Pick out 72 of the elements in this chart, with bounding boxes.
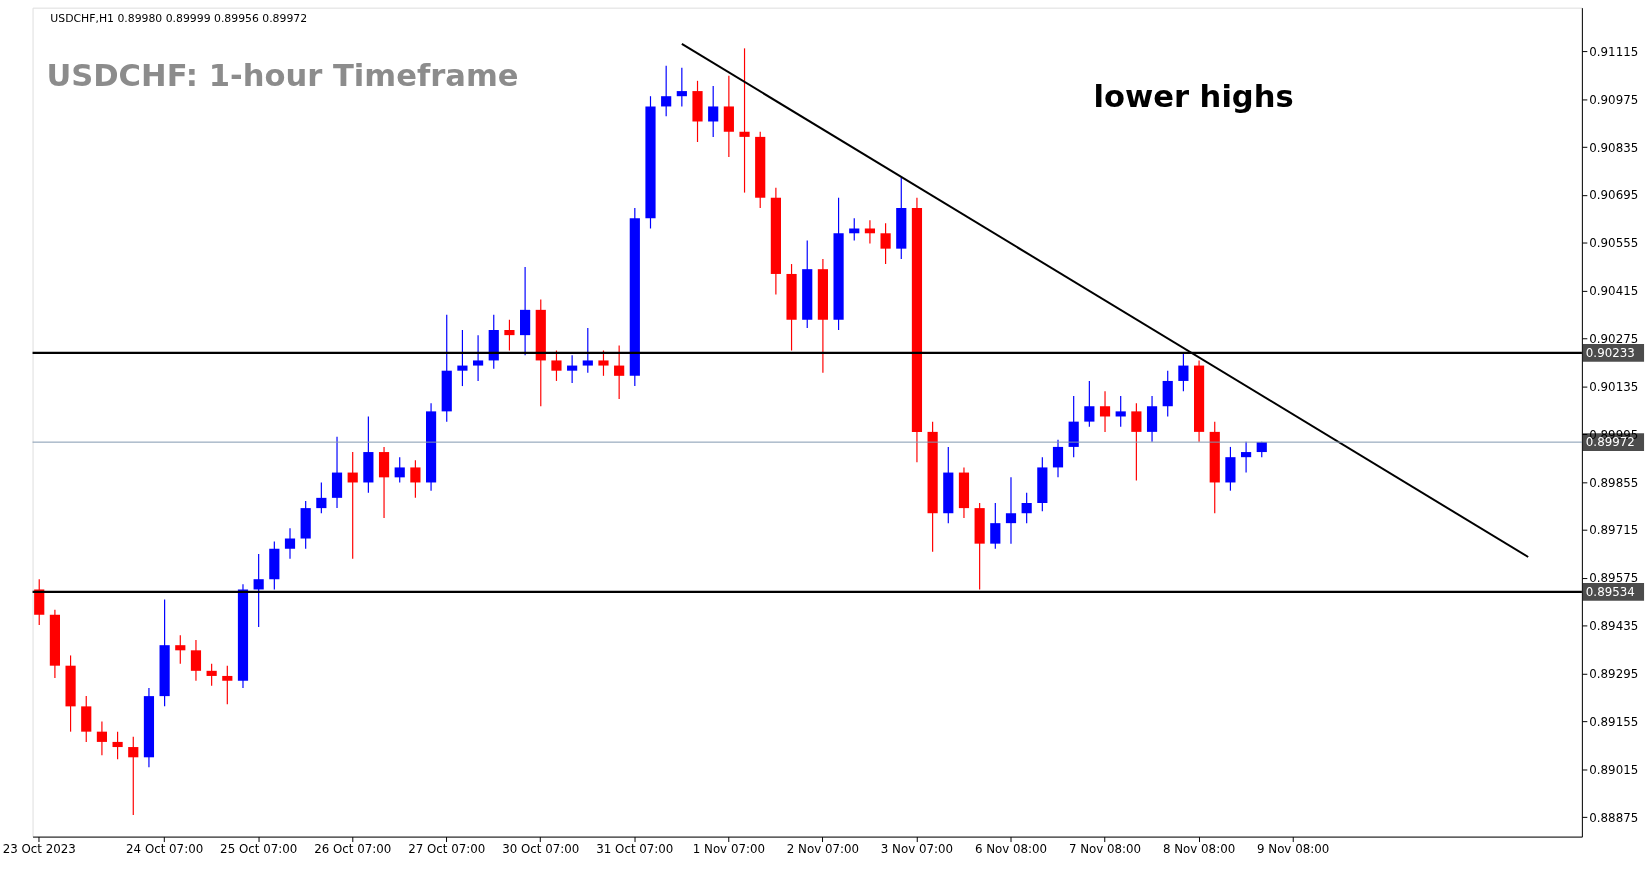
text: USDCHF: 1-hour Timeframe: [46, 57, 519, 93]
x-tick-label: 9 Nov 08:00: [1257, 841, 1330, 856]
candlestick: [849, 217, 860, 242]
candlestick: [551, 349, 562, 382]
candlestick: [739, 47, 750, 194]
candlestick: [112, 731, 123, 760]
candlestick: [472, 334, 484, 382]
candlestick: [1021, 492, 1032, 524]
candlestick: [175, 634, 186, 665]
candlestick: [316, 481, 327, 514]
y-tick-label: 0.89575: [1589, 571, 1639, 586]
x-tick-label: 8 Nov 08:00: [1162, 841, 1236, 856]
candlestick: [1005, 476, 1017, 545]
x-tick-label: 3 Nov 07:00: [880, 841, 954, 856]
candlestick: [206, 663, 217, 687]
candlestick: [864, 219, 876, 245]
x-tick-label: 30 Oct 07:00: [502, 841, 580, 856]
x-tick-label: 1 Nov 07:00: [692, 841, 765, 856]
candlestick: [1241, 441, 1252, 474]
x-tick-label: 26 Oct 07:00: [314, 841, 392, 856]
candlestick: [582, 327, 593, 374]
y-tick-label: 0.90835: [1589, 140, 1639, 155]
candlestick: [598, 349, 609, 377]
candlestick: [661, 65, 672, 117]
candlestick: [614, 344, 625, 400]
y-tick-label: 0.89295: [1589, 667, 1639, 681]
candlestick: [880, 222, 891, 265]
candlestick: [1099, 390, 1111, 433]
candlestick: [284, 527, 296, 560]
x-tick-label: 2 Nov 07:00: [786, 841, 860, 856]
x-tick-label: 23 Oct 2023: [2, 841, 76, 856]
annotation: lower highs: [1093, 79, 1294, 115]
y-tick-label: 0.90275: [1589, 332, 1639, 346]
candlestick: [128, 736, 139, 816]
candlestick: [457, 329, 468, 387]
y-tick-label: 0.91115: [1589, 44, 1639, 59]
y-tick-label: 0.89015: [1589, 762, 1639, 777]
candlestick: [504, 319, 515, 352]
y-tick-label: 0.88875: [1589, 810, 1639, 825]
candlestick: [96, 720, 108, 756]
y-tick-label: 0.89855: [1589, 475, 1639, 490]
candlestick: [990, 502, 1001, 550]
candlestick: [676, 67, 687, 108]
y-tick-label: 0.89715: [1589, 523, 1639, 538]
candlestick: [190, 639, 202, 682]
x-tick-label: 31 Oct 07:00: [596, 841, 674, 856]
candlestick: [253, 553, 264, 628]
candlestick: [1084, 380, 1095, 428]
y-tick-label: 0.90415: [1589, 284, 1639, 299]
annotation: USDCHF,H1 0.89980 0.89999 0.89956 0.89972: [50, 12, 308, 26]
candlestick: [222, 665, 233, 705]
y-tick-label: 0.89155: [1589, 714, 1639, 729]
candlestick: [1131, 402, 1142, 482]
candlestick: [567, 354, 578, 384]
x-tick-label: 6 Nov 08:00: [974, 841, 1048, 856]
y-tick-label: 0.90555: [1589, 236, 1639, 251]
y-tick-label: 0.89435: [1589, 619, 1639, 634]
candlestick: [1178, 351, 1189, 392]
candlestick: [708, 85, 719, 138]
x-tick-label: 24 Oct 07:00: [126, 841, 204, 856]
candlestick: [394, 456, 405, 484]
ref-line-label: 0.90233: [1585, 345, 1635, 360]
y-tick-label: 0.90975: [1589, 92, 1639, 107]
y-tick-label: 0.90695: [1589, 188, 1639, 203]
x-tick-label: 7 Nov 08:00: [1068, 841, 1142, 856]
x-tick-label: 27 Oct 07:00: [408, 841, 486, 856]
y-tick-label: 0.90135: [1589, 379, 1639, 394]
candlestick: [1052, 439, 1064, 478]
candlestick: [1115, 395, 1126, 428]
ref-line-label: 0.89534: [1585, 584, 1635, 599]
x-tick-label: 25 Oct 07:00: [220, 841, 298, 856]
candlestick: [410, 459, 421, 499]
